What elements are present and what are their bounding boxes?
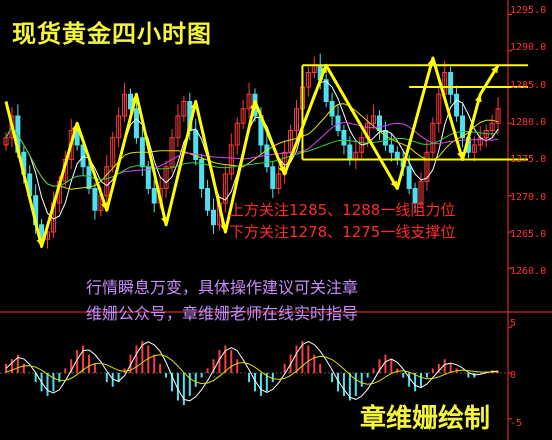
candle-body <box>305 72 311 88</box>
candle-body <box>406 166 412 189</box>
candle-body <box>323 79 329 102</box>
candle-body <box>377 115 382 131</box>
candle-body <box>489 122 495 131</box>
candle-body <box>460 115 465 139</box>
candle-body <box>163 166 169 189</box>
candle-body <box>448 72 454 95</box>
candle-body <box>128 93 133 110</box>
candle-body <box>133 108 139 139</box>
zigzag-arrowhead <box>220 224 228 232</box>
candle-body <box>436 93 442 124</box>
candle-body <box>104 166 110 197</box>
chart-title: 现货黄金四小时图 <box>12 19 212 48</box>
candle-body <box>382 130 388 146</box>
candle-body <box>347 144 353 160</box>
macd-dif-line <box>5 341 499 402</box>
price-tick-label: 1260.0 <box>510 266 547 277</box>
candle-body <box>412 188 418 204</box>
candle-body <box>270 166 276 189</box>
zigzag-arrowhead <box>427 58 435 66</box>
candle-body <box>471 144 477 153</box>
candle-body <box>495 108 501 124</box>
price-tick-label: 1290.0 <box>510 42 547 53</box>
candle-body <box>116 115 122 139</box>
candle-body <box>222 173 228 204</box>
author-signature: 章维姗绘制 <box>360 404 491 434</box>
candle-body <box>430 122 436 153</box>
price-tick-label: 1295.0 <box>510 5 547 16</box>
price-tick-label: 1285.0 <box>510 80 547 91</box>
candle-body <box>151 188 157 204</box>
advice-text-line1: 行情瞬息万变，具体操作建议可关注章 <box>86 278 359 297</box>
price-tick-label: 1265.0 <box>510 229 547 240</box>
zigzag-arrowhead <box>390 180 398 189</box>
candle-body <box>418 180 424 204</box>
candle-body <box>424 151 430 182</box>
candle-body <box>246 93 252 110</box>
candle-body <box>454 93 460 117</box>
zigzag-arrowhead <box>101 202 108 211</box>
zigzag-arrowhead <box>320 65 327 74</box>
macd-tick-label: 5 <box>510 318 517 329</box>
ma-green-line <box>5 125 499 187</box>
candle-body <box>181 101 187 117</box>
candle-body <box>211 209 216 226</box>
zigzag-arrowhead <box>491 65 499 74</box>
advice-text-line2: 维姗公众号，章维姗老师在线实时指导 <box>86 304 359 323</box>
zigzag-arrowhead <box>475 94 482 103</box>
macd-tick-label: -5 <box>510 418 523 429</box>
zigzag-arrowhead <box>131 94 138 103</box>
resistance-annotation: 上方关注1285、1288一线阻力位 <box>229 201 456 219</box>
candle-body <box>228 144 234 175</box>
candle-body <box>199 159 205 189</box>
candle-body <box>371 115 377 124</box>
zigzag-arrowhead <box>161 217 168 225</box>
macd-dea-line <box>5 354 499 385</box>
candle-body <box>9 115 15 139</box>
candle-body <box>110 137 116 168</box>
candle-body <box>68 130 74 160</box>
zigzag-arrowhead <box>250 101 257 110</box>
candle-body <box>122 93 128 117</box>
candle-body <box>276 173 282 189</box>
candle-body <box>92 188 98 211</box>
price-tick-label: 1270.0 <box>510 192 547 203</box>
candle-body <box>341 130 347 146</box>
candle-body <box>169 137 175 168</box>
candle-body <box>175 115 181 139</box>
zigzag-arrowhead <box>36 238 44 247</box>
candle-body <box>240 108 246 124</box>
candle-body <box>86 166 92 189</box>
support-annotation: 下方关注1278、1275一线支撑位 <box>229 223 456 241</box>
zigzag-arrowhead <box>190 101 198 110</box>
zigzag-arrowhead <box>457 151 464 160</box>
ma-yellow-line <box>5 103 499 190</box>
candle-body <box>193 130 199 160</box>
zigzag-arrowhead <box>278 166 286 174</box>
candle-body <box>234 122 240 146</box>
candle-body <box>205 188 211 211</box>
candle-body <box>394 151 400 160</box>
price-tick-label: 1275.0 <box>510 154 547 165</box>
candle-body <box>388 144 394 153</box>
candle-body <box>294 108 299 131</box>
zigzag-wave-line <box>4 56 500 248</box>
zigzag-arrowhead <box>71 123 79 132</box>
macd-tick-label: 0 <box>510 370 517 381</box>
price-tick-label: 1280.0 <box>510 117 547 128</box>
